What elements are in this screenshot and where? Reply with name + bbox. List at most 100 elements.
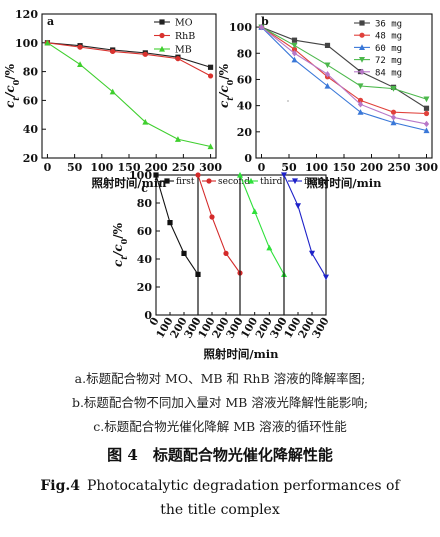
data-point-b-48mg bbox=[291, 46, 298, 52]
y-tick-label-a: 20 bbox=[23, 152, 39, 165]
series-line-c-forth bbox=[283, 174, 327, 278]
legend-entry-c-first: first bbox=[176, 177, 195, 187]
series-line-a-mo bbox=[47, 42, 211, 68]
caption-c: c.标题配合物光催化降解 MB 溶液的循环性能 bbox=[93, 419, 347, 434]
series-line-a-mb bbox=[47, 42, 211, 148]
legend-marker-a bbox=[159, 45, 165, 52]
y-tick-label-b: 0 bbox=[244, 152, 252, 165]
y-tick-label-c: 0 bbox=[144, 309, 152, 322]
data-point-a-rhb bbox=[77, 44, 83, 50]
data-point-c-third bbox=[251, 208, 258, 214]
series-line-b-60mg bbox=[261, 26, 427, 132]
data-point-b-72mg bbox=[324, 62, 331, 69]
x-axis-label-b: 照射时间/min bbox=[306, 176, 382, 190]
y-tick-label-c: 20 bbox=[137, 281, 153, 294]
y-axis-label-b: ct/c0/% bbox=[217, 63, 235, 108]
x-tick-label-a: 50 bbox=[67, 161, 83, 174]
cycle-frame-forth bbox=[283, 174, 327, 316]
legend-marker-c bbox=[164, 178, 170, 184]
figure-number-zh: 图 4 bbox=[107, 446, 138, 464]
y-axis-label-a: ct/c0/% bbox=[3, 63, 21, 108]
series-line-c-third bbox=[239, 174, 285, 275]
data-point-c-second bbox=[195, 172, 201, 178]
data-point-a-mb bbox=[44, 39, 51, 46]
legend-marker-c bbox=[248, 177, 254, 184]
figure-number-en: Fig.4 bbox=[40, 478, 80, 494]
caption-a: a.标题配合物对 MO、MB 和 RhB 溶液的降解率图; bbox=[74, 371, 366, 386]
legend-entry-c-forth: forth bbox=[304, 177, 327, 187]
legend-marker-c bbox=[206, 178, 212, 184]
data-point-c-third bbox=[237, 171, 243, 178]
y-tick-label-b: 80 bbox=[237, 47, 253, 60]
legend-marker-b bbox=[359, 32, 365, 38]
x-tick-label-a: 200 bbox=[145, 161, 168, 174]
panel-label-a: a bbox=[47, 15, 54, 28]
data-point-b-84mg bbox=[258, 23, 265, 31]
series-line-b-72mg bbox=[261, 26, 427, 100]
data-point-b-60mg bbox=[324, 82, 331, 89]
data-point-a-mb bbox=[142, 118, 149, 125]
legend-marker-b bbox=[359, 20, 365, 26]
legend-entry-b: 36 mg bbox=[375, 20, 402, 30]
data-point-b-84mg bbox=[291, 50, 298, 57]
legend-marker-b bbox=[359, 44, 365, 50]
legend-entry-b: 48 mg bbox=[375, 32, 402, 42]
caption-b: b.标题配合物不同加入量对 MB 溶液光降解性能影响; bbox=[71, 395, 369, 410]
data-point-b-72mg bbox=[357, 83, 364, 90]
x-tick-label-b: 250 bbox=[388, 161, 411, 174]
x-tick-label-a: 150 bbox=[118, 161, 141, 174]
panel-label-b: b bbox=[261, 15, 269, 28]
series-line-b-84mg bbox=[261, 26, 427, 125]
data-point-b-84mg bbox=[357, 101, 364, 108]
y-tick-label-c: 80 bbox=[137, 197, 153, 210]
y-tick-label-c: 100 bbox=[129, 169, 152, 182]
data-point-b-48mg bbox=[423, 110, 430, 117]
y-tick-label-b: 100 bbox=[229, 21, 252, 34]
legend-marker-a bbox=[159, 32, 165, 39]
data-point-c-third bbox=[266, 244, 273, 251]
legend-marker-c bbox=[292, 178, 298, 185]
data-point-c-forth bbox=[295, 203, 301, 209]
y-axis-label-c: ct/c0/% bbox=[111, 222, 129, 267]
data-point-b-60mg bbox=[390, 119, 397, 126]
data-point-b-36mg bbox=[324, 42, 331, 49]
legend-entry-b: 84 mg bbox=[375, 68, 402, 78]
figure-title-zh: 图 4 标题配合物光催化降解性能 bbox=[0, 444, 440, 465]
x-tick-label-b: 100 bbox=[305, 161, 328, 174]
legend-entry-a: MB bbox=[175, 45, 192, 56]
y-tick-label-b: 40 bbox=[237, 100, 253, 113]
data-point-b-72mg bbox=[423, 96, 430, 103]
x-tick-label-a: 300 bbox=[199, 161, 222, 174]
data-point-c-second bbox=[223, 250, 229, 256]
x-tick-label-b: 50 bbox=[281, 161, 297, 174]
data-point-b-36mg bbox=[291, 37, 298, 43]
x-tick-label-b: 150 bbox=[333, 161, 356, 174]
data-point-c-forth bbox=[323, 274, 329, 281]
legend-entry-a: MO bbox=[175, 18, 193, 29]
stray-dot bbox=[287, 100, 289, 102]
y-tick-label-a: 40 bbox=[23, 123, 39, 136]
y-tick-label-c: 60 bbox=[137, 225, 153, 238]
series-line-a-rhb bbox=[47, 42, 211, 77]
data-point-b-36mg bbox=[423, 105, 430, 111]
figure-title-text-zh: 标题配合物光催化降解性能 bbox=[152, 446, 333, 464]
legend-marker-a bbox=[159, 19, 165, 25]
data-point-a-mb bbox=[174, 136, 181, 142]
y-tick-label-a: 120 bbox=[15, 8, 38, 21]
legend-marker-b bbox=[359, 68, 365, 75]
x-tick-label-b: 0 bbox=[258, 161, 266, 174]
data-point-a-mb bbox=[109, 88, 116, 95]
series-line-c-second bbox=[197, 174, 241, 274]
data-point-c-forth bbox=[281, 172, 287, 179]
legend-entry-a: RhB bbox=[175, 31, 195, 42]
x-tick-label-b: 300 bbox=[415, 161, 438, 174]
data-point-b-84mg bbox=[390, 114, 397, 121]
y-tick-label-a: 80 bbox=[23, 66, 39, 79]
data-point-c-first bbox=[181, 250, 187, 256]
data-point-b-72mg bbox=[390, 86, 397, 92]
legend-entry-b: 60 mg bbox=[375, 44, 402, 54]
x-tick-label-a: 100 bbox=[90, 161, 113, 174]
data-point-a-rhb bbox=[175, 56, 181, 62]
data-point-b-60mg bbox=[423, 127, 430, 134]
x-axis-label-a: 照射时间/min bbox=[91, 176, 167, 190]
